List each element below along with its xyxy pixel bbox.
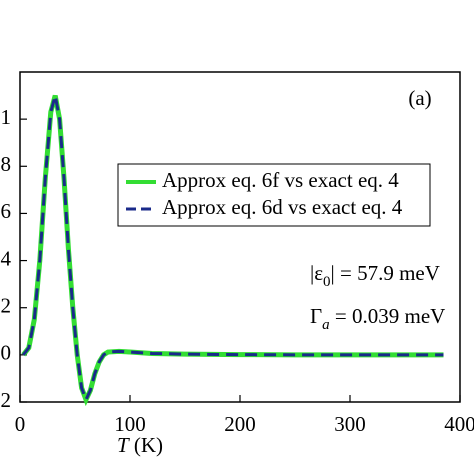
- x-tick-label: 400: [444, 412, 474, 436]
- x-tick-label: 300: [334, 412, 366, 436]
- annotation-subscript: 0: [323, 274, 331, 290]
- y-tick-label: -0.02: [0, 388, 11, 412]
- annotation: |ε0| = 57.9 meV: [310, 261, 440, 291]
- legend-label: Approx eq. 6d vs exact eq. 4: [162, 195, 403, 219]
- y-tick-label: 0.1: [0, 105, 11, 129]
- annotation-text: = 0.039 meV: [330, 304, 446, 328]
- annotation-text: |ε: [310, 261, 323, 285]
- y-tick-label: 0.02: [0, 294, 11, 318]
- annotation-subscript: a: [322, 317, 330, 333]
- y-tick-label: 0.08: [0, 152, 11, 176]
- x-tick-label: 0: [15, 412, 26, 436]
- x-tick-label: 200: [224, 412, 256, 436]
- x-axis-label-unit: (K): [129, 433, 163, 457]
- annotation: Γa = 0.039 meV: [310, 304, 445, 334]
- x-axis-label: T (K): [117, 433, 163, 457]
- x-tick-label: 100: [114, 412, 146, 436]
- y-tick-label: 0: [1, 341, 12, 365]
- series-line: [22, 95, 444, 404]
- y-tick-label: 0.04: [0, 246, 12, 270]
- legend-box: [117, 163, 431, 227]
- annotation-text: Γ: [310, 304, 322, 328]
- legend-label: Approx eq. 6f vs exact eq. 4: [162, 168, 399, 192]
- x-axis-label-var: T: [117, 433, 130, 457]
- panel-label: (a): [408, 86, 431, 110]
- y-tick-label: 0.06: [0, 199, 11, 223]
- annotation-text: | = 57.9 meV: [331, 261, 440, 285]
